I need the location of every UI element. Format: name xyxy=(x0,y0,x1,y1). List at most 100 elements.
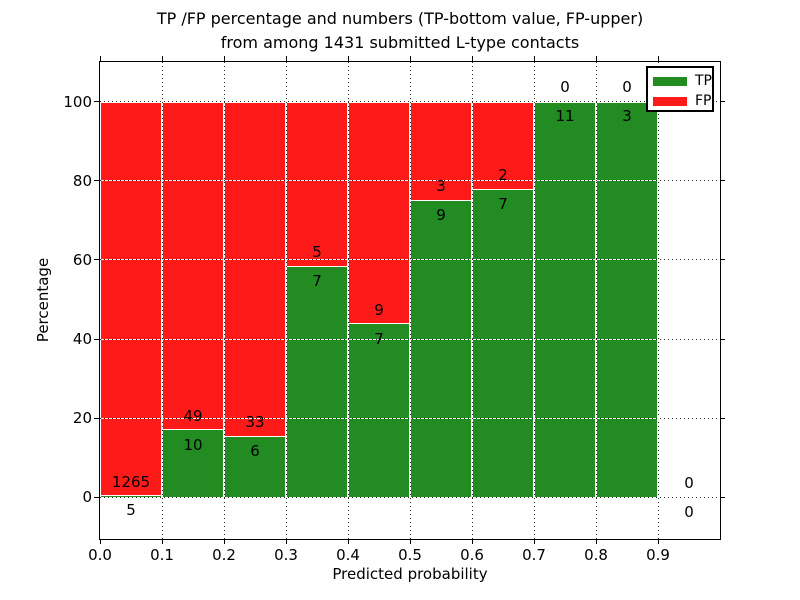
x-tick-label: 0.4 xyxy=(336,546,360,564)
fp-count-label: 2 xyxy=(498,166,508,185)
x-tick-bottom xyxy=(285,539,287,544)
legend-swatch-tp xyxy=(653,76,687,86)
x-tick-label: 0.3 xyxy=(274,546,298,564)
chart-title: TP /FP percentage and numbers (TP-bottom… xyxy=(10,7,790,55)
chart-title-line2: from among 1431 submitted L-type contact… xyxy=(220,33,580,52)
x-tick-bottom xyxy=(533,539,535,544)
y-gridline xyxy=(100,180,720,182)
x-tick-top xyxy=(223,56,225,61)
y-tick-right xyxy=(720,417,725,419)
x-gridline xyxy=(471,62,473,539)
bar-segment-tp xyxy=(596,101,658,498)
y-gridline xyxy=(100,496,720,498)
x-tick-label: 0.1 xyxy=(150,546,174,564)
x-tick-bottom xyxy=(409,539,411,544)
x-tick-label: 0.0 xyxy=(88,546,112,564)
x-tick-label: 0.6 xyxy=(460,546,484,564)
y-tick-left xyxy=(94,259,99,261)
x-tick-top xyxy=(533,56,535,61)
x-tick-top xyxy=(595,56,597,61)
bar-segment-tp xyxy=(472,189,534,498)
fp-count-label: 3 xyxy=(436,177,446,196)
y-gridline xyxy=(100,338,720,340)
x-tick-bottom xyxy=(99,539,101,544)
bar-segment-fp xyxy=(348,101,410,325)
x-tick-bottom xyxy=(161,539,163,544)
bar-segment-tp xyxy=(348,324,410,498)
plot-area: 0.0 0.1 0.2 0.3 0.4 0.5 0.6 0.7 0.8 0.9 0 20 40 60 80 1… xyxy=(63,56,725,564)
x-gridline xyxy=(409,62,411,539)
x-gridline xyxy=(161,62,163,539)
x-tick-top xyxy=(285,56,287,61)
x-tick-bottom xyxy=(347,539,349,544)
bar-segment-tp xyxy=(534,101,596,498)
x-gridline xyxy=(223,62,225,539)
y-tick-right xyxy=(720,259,725,261)
x-tick-label: 0.5 xyxy=(398,546,422,564)
legend: TP FP xyxy=(646,66,714,112)
tp-count-label: 3 xyxy=(622,106,632,125)
y-tick-left xyxy=(94,338,99,340)
tp-count-label: 7 xyxy=(312,271,322,290)
bar-segment-fp xyxy=(410,101,472,201)
fp-count-label: 5 xyxy=(312,243,322,262)
x-tick-bottom xyxy=(657,539,659,544)
fp-count-label: 9 xyxy=(374,301,384,319)
fp-count-label: 1265 xyxy=(111,472,151,491)
x-tick-bottom xyxy=(471,539,473,544)
legend-label-tp: TP xyxy=(695,73,712,89)
x-tick-label: 0.8 xyxy=(584,546,608,564)
x-tick-top xyxy=(657,56,659,61)
legend-swatch-fp xyxy=(653,96,687,106)
fp-count-label: 0 xyxy=(684,474,694,493)
bar-segment-fp xyxy=(286,101,348,267)
y-tick-left xyxy=(94,101,99,103)
y-tick-left xyxy=(94,496,99,498)
y-tick-right xyxy=(720,496,725,498)
x-tick-top xyxy=(161,56,163,61)
y-tick-right xyxy=(720,180,725,182)
y-tick-right xyxy=(720,101,725,103)
x-tick-top xyxy=(347,56,349,61)
fp-count-label: 49 xyxy=(183,407,203,426)
tp-count-label: 7 xyxy=(498,194,508,213)
fp-count-label: 33 xyxy=(245,413,265,432)
fp-count-label: 0 xyxy=(622,78,632,97)
legend-item-fp: FP xyxy=(653,92,712,110)
x-tick-bottom xyxy=(223,539,225,544)
y-gridline xyxy=(100,417,720,419)
x-gridline xyxy=(595,62,597,539)
bar-segment-tp xyxy=(410,200,472,498)
tp-count-label: 0 xyxy=(684,502,694,521)
x-axis-label: Predicted probability xyxy=(332,565,488,583)
y-tick-right xyxy=(720,338,725,340)
y-tick-label: 60 xyxy=(72,250,92,269)
x-gridline xyxy=(657,62,659,539)
y-tick-left xyxy=(94,180,99,182)
x-tick-label: 0.7 xyxy=(522,546,546,564)
y-tick-label: 40 xyxy=(72,330,92,349)
bar-segment-tp xyxy=(286,266,348,498)
y-tick-label: 80 xyxy=(72,171,92,190)
chart-title-line1: TP /FP percentage and numbers (TP-bottom… xyxy=(156,9,644,28)
tp-count-label: 11 xyxy=(555,106,575,125)
tp-count-label: 6 xyxy=(250,441,260,460)
x-gridline xyxy=(347,62,349,539)
bar-segment-fp xyxy=(100,101,162,496)
x-tick-label: 0.9 xyxy=(646,546,670,564)
x-gridline xyxy=(533,62,535,539)
x-tick-top xyxy=(99,56,101,61)
bar-segment-tp xyxy=(224,436,286,498)
x-tick-label: 0.2 xyxy=(212,546,236,564)
x-gridline xyxy=(285,62,287,539)
x-tick-top xyxy=(471,56,473,61)
y-gridline xyxy=(100,101,720,103)
y-gridline xyxy=(100,259,720,261)
bar-segment-fp xyxy=(162,101,224,431)
x-tick-bottom xyxy=(595,539,597,544)
tp-count-label: 9 xyxy=(436,205,446,224)
x-tick-top xyxy=(409,56,411,61)
fp-count-label: 0 xyxy=(560,78,570,97)
legend-item-tp: TP xyxy=(653,72,712,90)
